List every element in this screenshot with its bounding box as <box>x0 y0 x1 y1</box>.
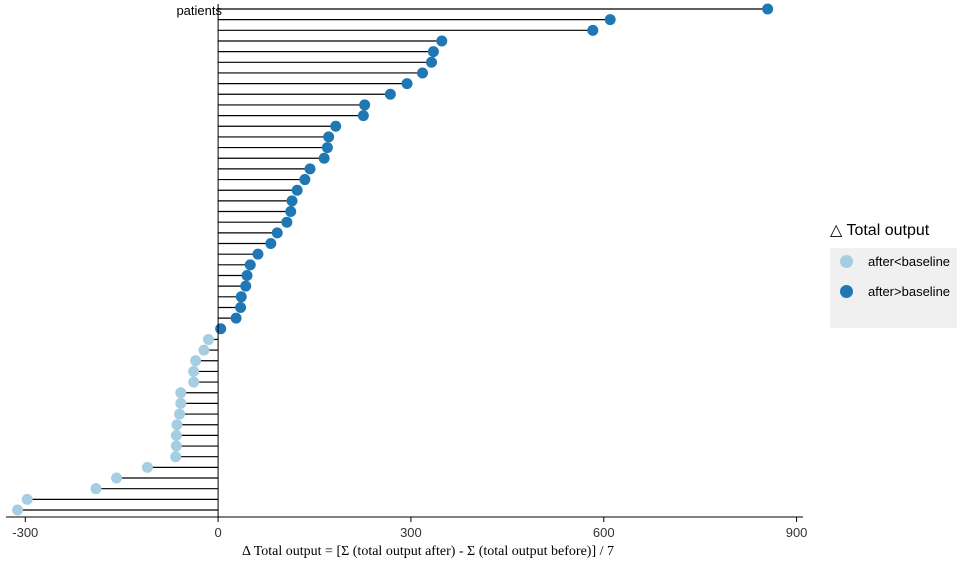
legend-swatch-light <box>840 255 853 268</box>
data-point <box>235 291 247 303</box>
legend-label-after-lt-baseline: after<baseline <box>868 254 951 269</box>
data-point <box>304 163 316 175</box>
legend-box: after<baseline after>baseline <box>830 248 957 328</box>
data-point <box>141 461 153 473</box>
legend-item-after-lt-baseline: after<baseline <box>830 248 957 278</box>
data-point <box>175 387 187 399</box>
legend-swatch-dark <box>840 285 853 298</box>
data-point <box>235 301 247 313</box>
data-point <box>202 333 214 345</box>
data-point <box>175 397 187 409</box>
data-point <box>174 408 186 420</box>
y-axis-label: patients <box>176 3 222 18</box>
data-point <box>299 174 311 186</box>
data-point <box>285 206 297 218</box>
data-point <box>427 46 439 58</box>
data-point <box>416 67 428 79</box>
data-point <box>21 493 33 505</box>
data-point <box>436 35 448 47</box>
legend-title: △ Total output <box>830 222 930 239</box>
data-point <box>401 78 413 90</box>
x-tick-label: 900 <box>786 525 808 540</box>
data-point <box>170 451 182 463</box>
data-point <box>323 131 335 143</box>
data-point <box>90 483 102 495</box>
legend-label-after-gt-baseline: after>baseline <box>868 284 951 299</box>
x-tick-label: 0 <box>214 525 221 540</box>
x-tick-label: 300 <box>400 525 422 540</box>
data-point <box>188 376 200 388</box>
data-point <box>188 365 200 377</box>
data-point <box>170 440 182 452</box>
data-point <box>265 238 277 250</box>
data-point <box>230 312 242 324</box>
data-point <box>12 504 24 516</box>
data-point <box>271 227 283 239</box>
data-point <box>425 56 437 68</box>
data-point <box>198 344 210 356</box>
points-layer <box>12 3 774 516</box>
data-point <box>330 120 342 132</box>
legend: △ Total output after<baseline after>base… <box>830 220 957 328</box>
stems-layer <box>17 8 768 511</box>
x-axis-ticks: -300 0 300 600 900 <box>12 517 807 540</box>
x-axis-label: Δ Total output = [Σ (total output after)… <box>242 544 614 559</box>
data-point <box>170 429 182 441</box>
data-point <box>241 269 253 281</box>
legend-item-after-gt-baseline: after>baseline <box>830 278 957 308</box>
data-point <box>111 472 123 484</box>
x-tick-label: 600 <box>593 525 615 540</box>
x-tick-label: -300 <box>12 525 38 540</box>
data-point <box>171 419 183 431</box>
data-point <box>762 3 774 15</box>
data-point <box>286 195 298 207</box>
data-point <box>587 24 599 36</box>
data-point <box>291 184 303 196</box>
data-point <box>281 216 293 228</box>
data-point <box>190 355 202 367</box>
data-point <box>244 259 256 271</box>
data-point <box>318 152 330 164</box>
data-point <box>215 323 227 335</box>
data-point <box>252 248 264 260</box>
data-point <box>359 99 371 111</box>
data-point <box>321 142 333 154</box>
data-point <box>384 88 396 100</box>
data-point <box>604 14 616 26</box>
data-point <box>357 110 369 122</box>
data-point <box>240 280 252 292</box>
